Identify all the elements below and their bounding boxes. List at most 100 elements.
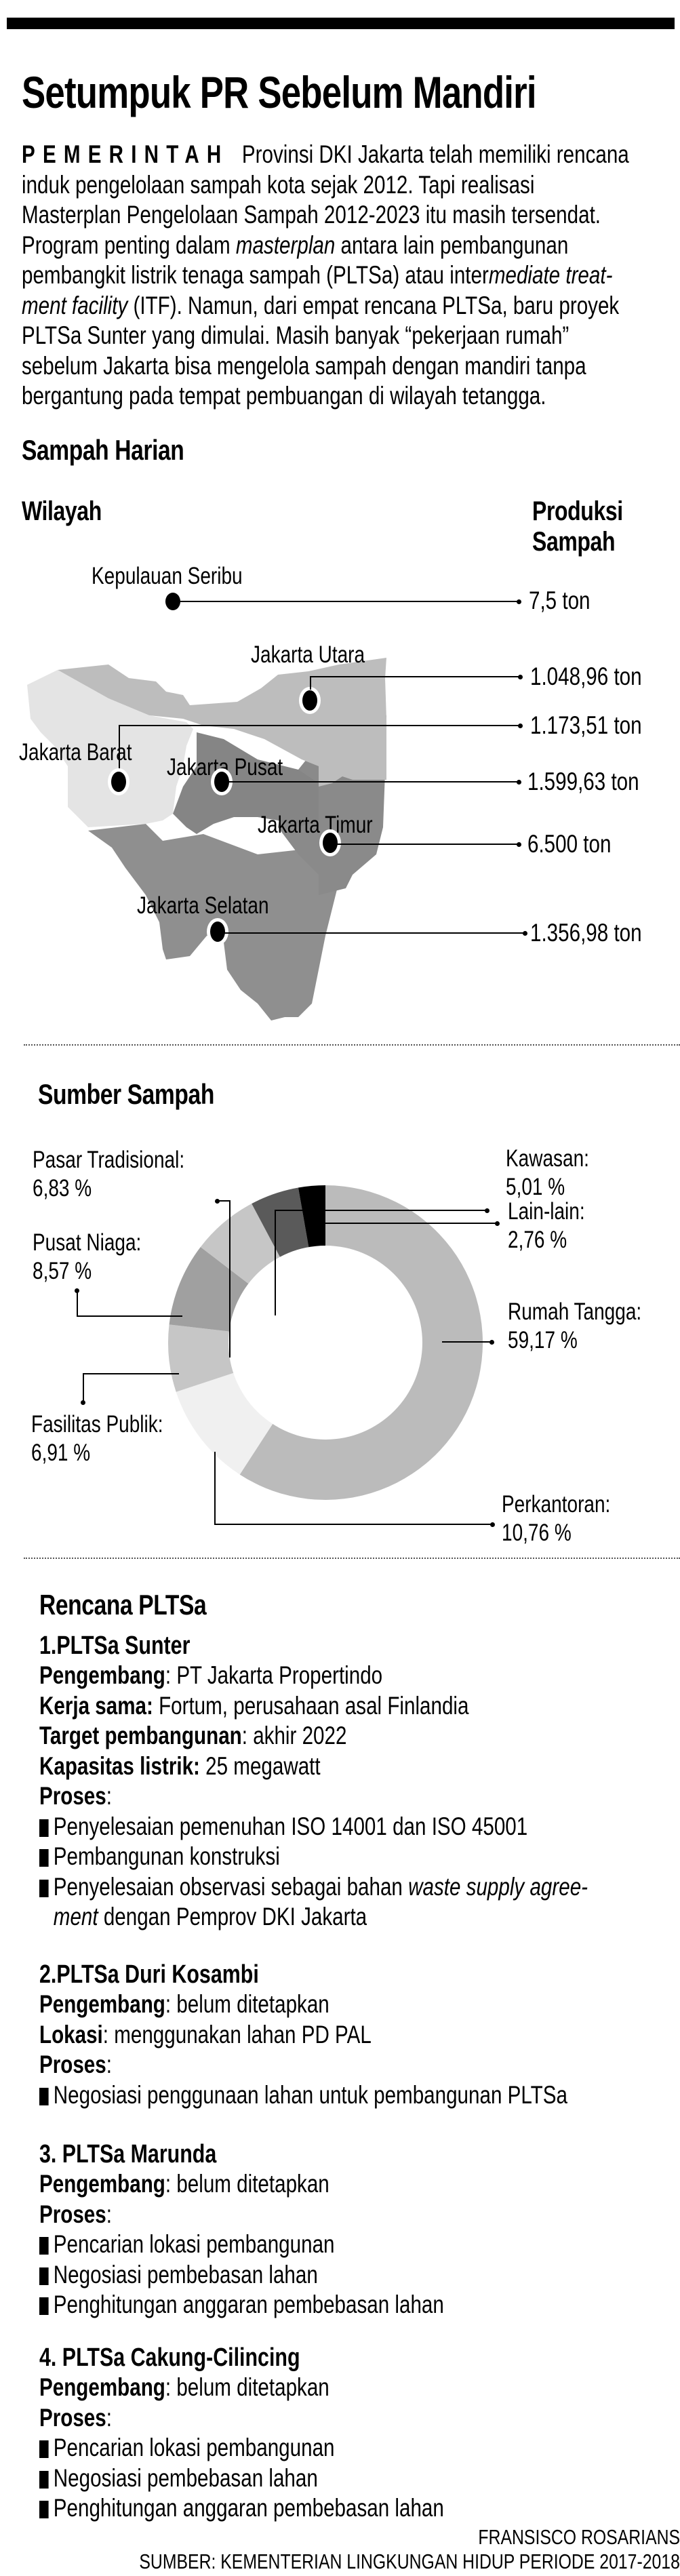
region-value-kepulauan-seribu: 7,5 ton bbox=[529, 587, 591, 614]
proses-item: Penyelesaian observasi sebagai bahan was… bbox=[39, 1872, 588, 1903]
proses-item: Penghitungan anggaran pembebasan lahan bbox=[39, 2290, 444, 2320]
marker-jakarta-utara bbox=[299, 687, 321, 714]
leader-kawasan bbox=[275, 1210, 487, 1211]
lede-line-4: Program penting dalam masterplan antara … bbox=[22, 231, 569, 259]
lede-line-5: pembangkit listrik tenaga sampah (PLTSa)… bbox=[22, 261, 613, 289]
region-value-jakarta-pusat: 1.599,63 ton bbox=[527, 768, 639, 795]
marker-jakarta-barat bbox=[108, 768, 129, 795]
donut-hole bbox=[228, 1246, 422, 1440]
bullet-square-icon bbox=[39, 2501, 49, 2518]
donut-label-kawasan: Kawasan: 5,01 % bbox=[506, 1145, 589, 1200]
bullet-square-icon bbox=[39, 1819, 49, 1837]
bullet-square-icon bbox=[39, 2440, 49, 2458]
leader-jakarta-pusat bbox=[227, 781, 519, 782]
marker-jakarta-selatan bbox=[207, 918, 228, 945]
leader-perkantoran-vertical bbox=[214, 1452, 216, 1525]
leader-perkantoran bbox=[214, 1524, 492, 1525]
region-label-jakarta-utara: Jakarta Utara bbox=[251, 641, 365, 668]
leader-pusat-niaga-vertical bbox=[77, 1290, 78, 1317]
leader-end-dot bbox=[81, 1400, 85, 1405]
plant-field: Pengembang: belum ditetapkan bbox=[39, 2373, 329, 2401]
section-title-sampah-harian: Sampah Harian bbox=[22, 434, 184, 466]
region-value-jakarta-timur: 6.500 ton bbox=[527, 830, 612, 858]
proses-label: Proses: bbox=[39, 1782, 112, 1810]
lede-line-2: induk pengelolaan sampah kota sejak 2012… bbox=[22, 170, 535, 199]
leader-end-dot bbox=[490, 1522, 495, 1527]
leader-jakarta-selatan bbox=[224, 932, 525, 934]
donut-label-pasar-tradisional: Pasar Tradisional: 6,83 % bbox=[33, 1147, 185, 1202]
proses-item: Penyelesaian pemenuhan ISO 14001 dan ISO… bbox=[39, 1812, 588, 1842]
region-label-jakarta-selatan: Jakarta Selatan bbox=[137, 892, 269, 919]
leader-end-dot bbox=[495, 1221, 500, 1226]
column-header-produksi: Produksi Sampah bbox=[532, 496, 623, 557]
donut-label-lain-lain: Lain-lain: 2,76 % bbox=[508, 1198, 585, 1253]
bullet-square-icon bbox=[39, 1849, 49, 1867]
plant-field: Pengembang: PT Jakarta Propertindo bbox=[39, 1661, 383, 1689]
lede-line-7: PLTSa Sunter yang dimulai. Masih banyak … bbox=[22, 321, 569, 349]
leader-end-dot bbox=[517, 780, 521, 785]
leader-end-dot bbox=[517, 599, 521, 604]
source-credit: SUMBER: KEMENTERIAN LINGKUNGAN HIDUP PER… bbox=[139, 2550, 680, 2573]
bullet-square-icon bbox=[39, 1879, 49, 1897]
map-region-jakarta-pusat bbox=[173, 732, 319, 834]
leader-pasar-tradisional bbox=[217, 1200, 231, 1202]
leader-lain-lain bbox=[325, 1223, 497, 1224]
plant-heading: 2.PLTSa Duri Kosambi bbox=[39, 1960, 259, 1989]
proses-item-continued: ment dengan Pemprov DKI Jakarta bbox=[53, 1903, 367, 1930]
leader-end-dot bbox=[518, 724, 523, 728]
bullet-square-icon bbox=[39, 2470, 49, 2489]
leader-pusat-niaga bbox=[77, 1315, 182, 1317]
section-title-rencana-pltsa: Rencana PLTSa bbox=[39, 1589, 207, 1621]
donut-chart bbox=[168, 1185, 483, 1500]
leader-kawasan-vertical bbox=[275, 1210, 276, 1315]
plant-field: Pengembang: belum ditetapkan bbox=[39, 1990, 329, 2018]
plant-2: 2.PLTSa Duri Kosambi Pengembang: belum d… bbox=[39, 1960, 567, 2110]
leader-jakarta-barat bbox=[119, 725, 520, 726]
jakarta-map bbox=[27, 658, 386, 1021]
author-credit: FRANSISCO ROSARIANS bbox=[478, 2525, 680, 2549]
leader-jakarta-utara bbox=[310, 676, 520, 677]
leader-jakarta-barat-vertical bbox=[119, 725, 120, 772]
proses-item: Negosiasi penggunaan lahan untuk pembang… bbox=[39, 2080, 567, 2111]
lede-line-1: PEMERINTAH Provinsi DKI Jakarta telah me… bbox=[22, 140, 629, 168]
top-rule bbox=[7, 18, 675, 29]
plant-field: Pengembang: belum ditetapkan bbox=[39, 2170, 329, 2198]
bullet-square-icon bbox=[39, 2237, 49, 2255]
proses-item: Negosiasi pembebasan lahan bbox=[39, 2463, 444, 2494]
region-label-jakarta-barat: Jakarta Barat bbox=[19, 739, 132, 766]
section-divider bbox=[24, 1558, 680, 1559]
plant-field: Kerja sama: Fortum, perusahaan asal Finl… bbox=[39, 1691, 469, 1720]
proses-label: Proses: bbox=[39, 2050, 112, 2078]
marker-kepulauan-seribu bbox=[165, 593, 180, 610]
leader-end-dot bbox=[485, 1208, 489, 1213]
plant-4: 4. PLTSa Cakung-Cilincing Pengembang: be… bbox=[39, 2343, 444, 2524]
leader-kepulauan-seribu bbox=[180, 601, 519, 602]
leader-end-dot bbox=[489, 1340, 494, 1345]
map-region-jakarta-barat bbox=[27, 670, 193, 827]
proses-label: Proses: bbox=[39, 2403, 112, 2432]
bullet-square-icon bbox=[39, 2087, 49, 2105]
proses-item: Penghitungan anggaran pembebasan lahan bbox=[39, 2493, 444, 2524]
region-value-jakarta-utara: 1.048,96 ton bbox=[530, 662, 642, 690]
plant-field: Target pembangunan: akhir 2022 bbox=[39, 1722, 347, 1749]
donut-label-fasilitas-publik: Fasilitas Publik: 6,91 % bbox=[31, 1411, 163, 1466]
column-header-wilayah: Wilayah bbox=[22, 496, 102, 526]
region-label-jakarta-timur: Jakarta Timur bbox=[258, 812, 373, 838]
plant-heading: 3. PLTSa Marunda bbox=[39, 2140, 217, 2168]
bullet-square-icon bbox=[39, 2297, 49, 2315]
leader-jakarta-timur bbox=[336, 844, 519, 845]
bullet-square-icon bbox=[39, 2267, 49, 2285]
lede-line-9: bergantung pada tempat pembuangan di wil… bbox=[22, 382, 546, 410]
section-divider bbox=[24, 1044, 680, 1046]
lede-line-8: sebelum Jakarta bisa mengelola sampah de… bbox=[22, 351, 586, 380]
kicker: PEMERINTAH bbox=[22, 140, 229, 168]
section-title-sumber-sampah: Sumber Sampah bbox=[38, 1078, 214, 1110]
plant-heading: 1.PLTSa Sunter bbox=[39, 1631, 191, 1660]
marker-jakarta-timur bbox=[319, 829, 341, 856]
page-title: Setumpuk PR Sebelum Mandiri bbox=[22, 67, 537, 117]
leader-jakarta-utara-vertical bbox=[310, 676, 311, 690]
lede-paragraph: PEMERINTAH Provinsi DKI Jakarta telah me… bbox=[22, 140, 662, 412]
proses-item: Pencarian lokasi pembangunan bbox=[39, 2433, 444, 2463]
plant-heading: 4. PLTSa Cakung-Cilincing bbox=[39, 2343, 300, 2372]
leader-fasilitas-publik-vertical bbox=[83, 1373, 84, 1402]
